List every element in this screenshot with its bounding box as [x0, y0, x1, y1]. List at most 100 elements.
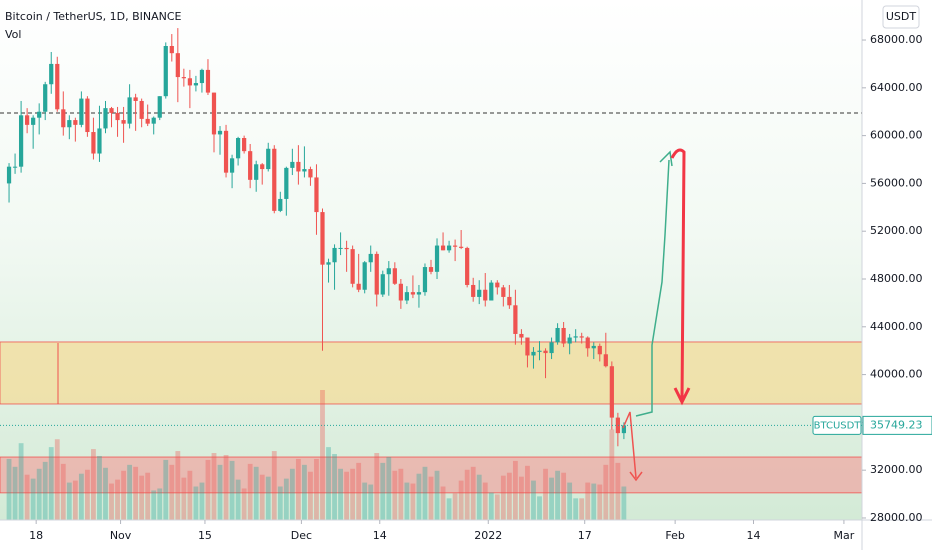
candle-body	[91, 132, 96, 154]
candle-body	[272, 148, 277, 211]
candle-body	[465, 247, 470, 285]
x-tick-label: 2022	[474, 529, 502, 542]
symbol-tag	[812, 415, 862, 435]
volume-bar	[428, 476, 434, 520]
currency-button[interactable]	[882, 5, 920, 29]
candle-body	[55, 63, 60, 110]
volume-bar	[543, 468, 548, 520]
volume-bar	[591, 483, 597, 520]
candle-body	[242, 138, 247, 152]
volume-bar	[404, 482, 410, 520]
drawing-path	[622, 411, 637, 479]
candle-body	[73, 120, 78, 125]
volume-bar	[60, 463, 66, 520]
candle-body	[25, 115, 30, 125]
candle-body	[217, 130, 223, 135]
candle-body	[103, 108, 108, 129]
candle-body	[356, 283, 361, 290]
volume-bar	[531, 480, 536, 520]
volume-bar	[157, 488, 163, 520]
volume-bar	[308, 471, 313, 520]
drawing-path	[635, 159, 670, 417]
chart-title: Bitcoin / TetherUS, 1D, BINANCE	[5, 10, 182, 23]
volume-bar	[277, 486, 283, 520]
volume-bar	[241, 488, 247, 520]
x-tick-label: Mar	[834, 529, 855, 542]
volume-bar	[289, 468, 295, 520]
volume-bar	[603, 464, 609, 520]
candle-body	[12, 166, 18, 168]
candle-body	[6, 166, 12, 184]
volume-bar	[537, 496, 542, 520]
candle-body	[410, 292, 416, 295]
volume-bar	[446, 498, 452, 520]
volume-bar	[253, 466, 259, 520]
candle-body	[260, 164, 265, 170]
volume-bar	[211, 453, 217, 520]
volume-bar	[567, 482, 573, 520]
candle-body	[609, 366, 614, 418]
symbol-label: BTCUSDT	[814, 420, 862, 431]
candle-body	[121, 120, 126, 124]
volume-bar	[440, 486, 446, 520]
volume-bar	[97, 455, 102, 520]
zone	[0, 341, 863, 405]
volume-bar	[72, 480, 78, 520]
volume-bar	[519, 476, 524, 520]
candle-body	[615, 417, 620, 434]
candle-body	[193, 83, 199, 86]
candle-body	[513, 305, 518, 334]
volume-bar	[295, 458, 301, 520]
candle-body	[49, 63, 54, 85]
volume-bar	[555, 470, 560, 520]
volume-bar	[115, 479, 120, 520]
candle-body	[115, 112, 120, 121]
candle-body	[61, 109, 66, 128]
last-price-label: 35749.23	[870, 418, 923, 431]
volume-bar	[615, 462, 621, 520]
candle-body	[229, 158, 235, 173]
volume-bar	[500, 475, 506, 520]
arrow-head	[673, 387, 691, 406]
candle-body	[109, 108, 114, 113]
candle-body	[368, 253, 373, 263]
candle-body	[43, 84, 48, 112]
volume-bar	[326, 447, 331, 520]
volume-bar	[422, 466, 428, 520]
volume-bar	[283, 478, 289, 520]
arrow-head	[659, 150, 673, 167]
x-tick-label: Nov	[110, 529, 132, 542]
volume-bar	[145, 472, 151, 520]
candle-body	[344, 247, 349, 250]
volume-bar	[91, 449, 96, 520]
volume-bar	[78, 473, 84, 520]
volume-bar	[332, 454, 337, 520]
candle-body	[591, 345, 596, 349]
candle-body	[537, 350, 542, 352]
volume-bar	[205, 459, 211, 520]
candle-body	[127, 97, 132, 124]
volume-bar	[416, 473, 422, 520]
candle-body	[338, 247, 343, 249]
candle-body	[157, 96, 162, 118]
candle-body	[151, 117, 156, 124]
candle-body	[248, 151, 253, 180]
candle-body	[187, 78, 192, 86]
volume-bar	[193, 486, 199, 520]
volume-bar	[374, 453, 380, 520]
volume-bar	[494, 494, 500, 520]
volume-bar	[344, 471, 350, 520]
candle-body	[489, 282, 494, 301]
candle-body	[416, 292, 422, 295]
volume-bar	[217, 464, 223, 520]
volume-bar	[470, 466, 476, 520]
volume-label: Vol	[5, 28, 21, 41]
candle-body	[85, 98, 90, 133]
y-tick-label: 44000.00	[870, 320, 923, 333]
candle-body	[67, 120, 72, 128]
candle-body	[308, 169, 313, 178]
candle-body	[573, 336, 578, 338]
volume-bar	[482, 482, 488, 520]
volume-bar	[434, 470, 440, 520]
candle-body	[459, 246, 464, 248]
